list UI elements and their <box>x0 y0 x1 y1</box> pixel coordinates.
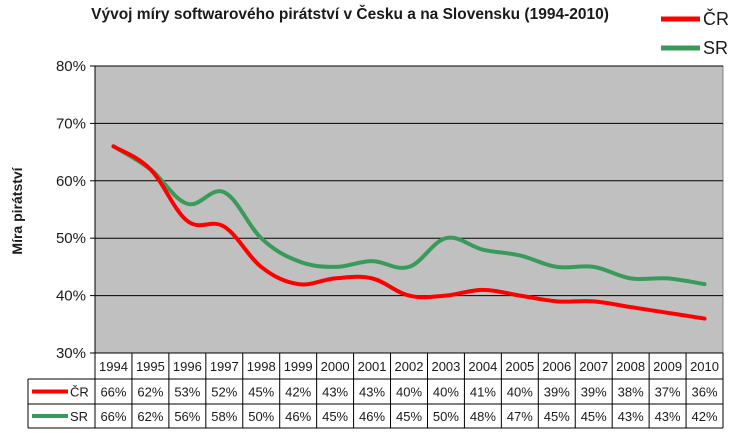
table-cell: 42% <box>285 385 311 400</box>
table-row-label: ČR <box>70 385 89 400</box>
x-tick-label: 1997 <box>210 359 239 374</box>
table-cell: 43% <box>322 385 348 400</box>
y-tick-label: 40% <box>56 288 86 305</box>
x-tick-label: 2002 <box>395 359 424 374</box>
table-cell: 43% <box>655 409 681 424</box>
table-cell: 52% <box>211 385 237 400</box>
table-row-label: SR <box>70 409 88 424</box>
table-cell: 37% <box>655 385 681 400</box>
table-cell: 41% <box>470 385 496 400</box>
x-tick-label: 1994 <box>99 359 128 374</box>
table-cell: 48% <box>470 409 496 424</box>
legend-label: ČR <box>703 8 729 29</box>
table-cell: 66% <box>100 409 126 424</box>
table-cell: 43% <box>359 385 385 400</box>
table-cell: 45% <box>322 409 348 424</box>
legend-label: SR <box>703 38 728 58</box>
data-table: 1994 1995 1996 1997 1998 1999 2000 2001 2002 2003… <box>27 352 724 429</box>
table-cell: 40% <box>396 385 422 400</box>
y-axis: 30% 40% 50% 60% 70% 80% <box>56 58 96 362</box>
table-cell: 46% <box>359 409 385 424</box>
table-cell: 45% <box>581 409 607 424</box>
y-tick-label: 50% <box>56 230 86 247</box>
x-tick-label: 2000 <box>321 359 350 374</box>
table-cell: 42% <box>692 409 718 424</box>
table-cell: 47% <box>507 409 533 424</box>
table-cell: 56% <box>174 409 200 424</box>
legend: ČR SR <box>661 8 729 58</box>
series-line-sr <box>111 144 707 287</box>
x-tick-label: 2007 <box>579 359 608 374</box>
x-tick-label: 2008 <box>616 359 645 374</box>
table-cell: 66% <box>100 385 126 400</box>
table-cell: 50% <box>248 409 274 424</box>
table-cell: 40% <box>433 385 459 400</box>
table-cell: 62% <box>137 409 163 424</box>
table-cell: 45% <box>396 409 422 424</box>
table-cell: 36% <box>692 385 718 400</box>
table-cell: 43% <box>618 409 644 424</box>
x-tick-label: 2003 <box>431 359 460 374</box>
y-tick-label: 70% <box>56 115 86 132</box>
x-tick-label: 1996 <box>173 359 202 374</box>
table-cell: 38% <box>618 385 644 400</box>
series-lines <box>111 144 707 321</box>
x-tick-label: 2010 <box>690 359 719 374</box>
x-tick-label: 2004 <box>468 359 497 374</box>
table-cell: 58% <box>211 409 237 424</box>
table-cell: 53% <box>174 385 200 400</box>
table-cell: 40% <box>507 385 533 400</box>
table-cell: 50% <box>433 409 459 424</box>
y-tick-label: 80% <box>56 58 86 75</box>
plot-area <box>94 65 724 354</box>
x-tick-label: 2009 <box>653 359 682 374</box>
table-cell: 45% <box>248 385 274 400</box>
x-tick-label: 1998 <box>247 359 276 374</box>
table-cell: 46% <box>285 409 311 424</box>
series-line-cr <box>111 144 707 321</box>
table-cell: 39% <box>581 385 607 400</box>
table-cell: 39% <box>544 385 570 400</box>
x-tick-label: 1999 <box>284 359 313 374</box>
x-tick-label: 2006 <box>542 359 571 374</box>
x-tick-label: 2001 <box>358 359 387 374</box>
y-axis-label: Míra pirátství <box>9 166 25 254</box>
y-tick-label: 60% <box>56 173 86 190</box>
x-tick-label: 1995 <box>136 359 165 374</box>
x-tick-label: 2005 <box>505 359 534 374</box>
table-cell: 62% <box>137 385 163 400</box>
table-cell: 45% <box>544 409 570 424</box>
y-tick-label: 30% <box>56 345 86 362</box>
chart-title: Vývoj míry softwarového pirátství v Česk… <box>91 5 609 23</box>
